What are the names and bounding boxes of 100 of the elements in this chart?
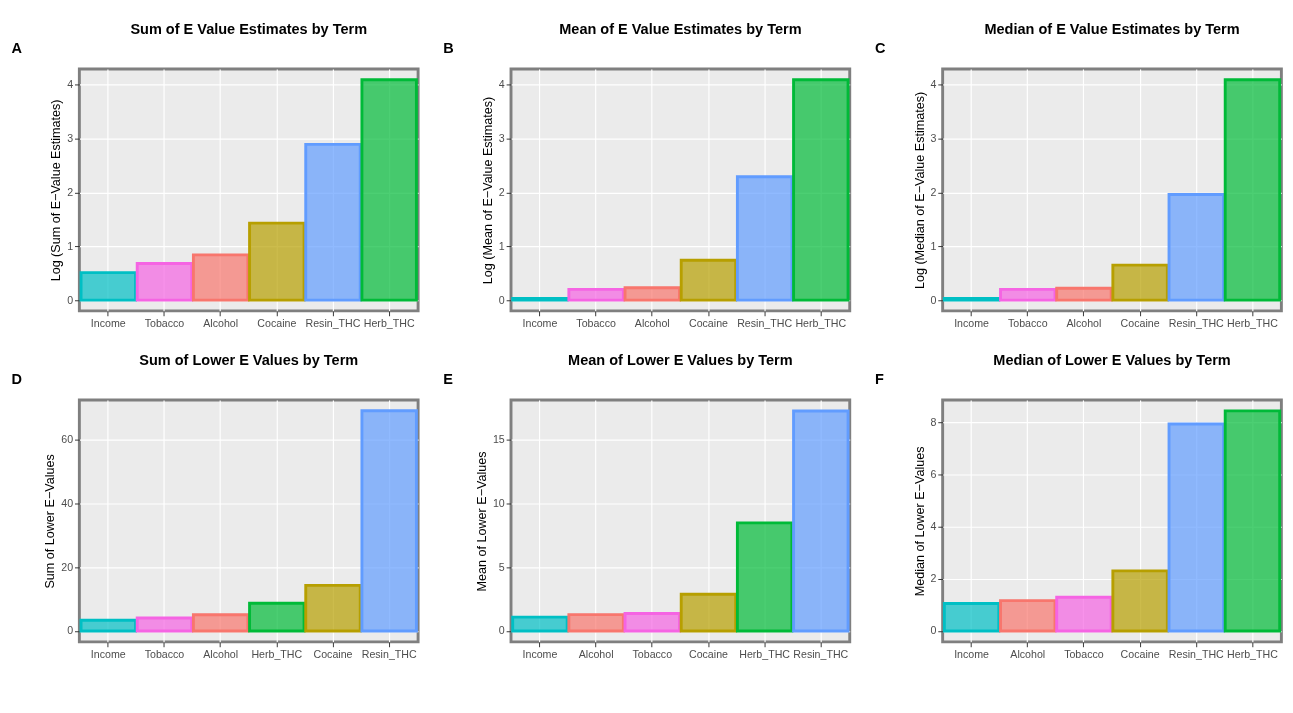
- bar: [248, 601, 306, 633]
- y-tick-label: 3: [498, 131, 505, 144]
- y-tick-label: 2: [930, 185, 937, 198]
- y-tick-label: 60: [61, 432, 74, 445]
- x-tick-label: Alcohol: [634, 316, 670, 329]
- chart-title: Mean of E Value Estimates by Term: [559, 21, 802, 38]
- text: B: [443, 39, 454, 56]
- bar: [679, 592, 738, 633]
- y-tick-label: 15: [492, 432, 505, 445]
- y-tick-label: 2: [930, 572, 937, 585]
- y-tick-label: 8: [930, 415, 937, 428]
- bar: [1223, 409, 1282, 633]
- bar: [79, 618, 137, 633]
- y-axis-title: Log (Mean of E−Value Estimates): [481, 96, 496, 285]
- x-tick-label: Resin_THC: [361, 647, 417, 660]
- x-tick-label: Herb_THC: [251, 647, 303, 660]
- bar: [1167, 422, 1225, 633]
- bar: [135, 616, 194, 633]
- y-tick-label: 2: [67, 185, 74, 198]
- bar: [360, 409, 418, 633]
- bar: [304, 583, 362, 633]
- y-tick-label: 10: [492, 496, 505, 509]
- x-tick-label: Cocaine: [313, 647, 353, 660]
- y-tick-label: 4: [930, 77, 937, 90]
- chart-title: Median of E Value Estimates by Term: [984, 21, 1240, 38]
- bar: [792, 78, 850, 302]
- text: E: [443, 370, 454, 387]
- bar: [735, 521, 794, 633]
- bar: [1167, 193, 1225, 302]
- y-tick-label: 1: [930, 239, 937, 252]
- bar: [135, 262, 194, 302]
- x-tick-label: Cocaine: [1120, 647, 1160, 660]
- text: C: [874, 39, 886, 56]
- y-tick-label: 4: [67, 77, 74, 90]
- bar: [623, 286, 681, 302]
- y-tick-label: 0: [67, 293, 74, 306]
- bar: [79, 271, 137, 302]
- y-tick-label: 0: [498, 624, 505, 637]
- x-tick-label: Herb_THC: [739, 647, 791, 660]
- chart-title: Sum of Lower E Values by Term: [139, 352, 359, 369]
- x-tick-label: Herb_THC: [363, 316, 415, 329]
- text: D: [11, 370, 23, 387]
- x-tick-label: Resin_THC: [305, 316, 361, 329]
- bar: [999, 287, 1057, 302]
- x-tick-label: Income: [522, 316, 558, 329]
- bar: [735, 175, 794, 302]
- x-tick-label: Tobacco: [632, 647, 673, 660]
- x-tick-label: Tobacco: [144, 316, 185, 329]
- x-tick-label: Alcohol: [1010, 647, 1046, 660]
- bar: [360, 78, 418, 302]
- y-tick-label: 1: [67, 239, 74, 252]
- x-tick-label: Herb_THC: [795, 316, 847, 329]
- bar: [248, 221, 306, 302]
- bar: [623, 612, 681, 633]
- y-tick-label: 40: [61, 496, 74, 509]
- bar: [942, 602, 1001, 633]
- y-axis-title: Log (Sum of E−Value Estimates): [49, 99, 64, 282]
- bar: [1055, 286, 1113, 302]
- x-tick-label: Alcohol: [1066, 316, 1102, 329]
- x-tick-label: Tobacco: [1007, 316, 1048, 329]
- bar: [191, 253, 250, 302]
- bar: [511, 615, 569, 633]
- bar: [1111, 569, 1169, 633]
- y-tick-label: 6: [930, 467, 937, 480]
- bar: [1055, 595, 1113, 633]
- x-tick-label: Income: [90, 647, 126, 660]
- chart-title: Sum of E Value Estimates by Term: [130, 21, 368, 38]
- bar: [191, 613, 250, 633]
- y-axis-title: Median of Lower E−Values: [912, 446, 927, 597]
- x-tick-label: Income: [954, 316, 990, 329]
- bar: [567, 613, 625, 633]
- x-tick-label: Alcohol: [203, 316, 239, 329]
- bar: [792, 409, 850, 633]
- x-tick-label: Tobacco: [576, 316, 616, 329]
- x-tick-label: Resin_THC: [1168, 316, 1225, 329]
- x-tick-label: Cocaine: [257, 316, 297, 329]
- y-axis-title: Mean of Lower E−Values: [475, 451, 490, 592]
- x-tick-label: Herb_THC: [1227, 647, 1279, 660]
- chart-title: Mean of Lower E Values by Term: [568, 352, 793, 369]
- x-tick-label: Alcohol: [203, 647, 239, 660]
- bar: [999, 599, 1057, 633]
- x-tick-label: Alcohol: [578, 647, 614, 660]
- y-tick-label: 0: [498, 293, 505, 306]
- y-tick-label: 1: [498, 239, 505, 252]
- x-tick-label: Tobacco: [144, 647, 185, 660]
- x-tick-label: Herb_THC: [1227, 316, 1279, 329]
- bar: [1223, 78, 1282, 302]
- x-tick-label: Resin_THC: [737, 316, 793, 329]
- x-tick-label: Cocaine: [688, 647, 729, 660]
- bar: [1111, 263, 1169, 302]
- x-tick-label: Income: [522, 647, 558, 660]
- bar: [567, 287, 625, 302]
- x-tick-label: Income: [954, 647, 990, 660]
- y-axis-title: Log (Median of E−Value Estimates): [912, 91, 927, 290]
- x-tick-label: Tobacco: [1064, 647, 1104, 660]
- x-tick-label: Resin_THC: [1168, 647, 1225, 660]
- bar: [304, 142, 362, 302]
- y-tick-label: 4: [930, 519, 937, 532]
- text: A: [11, 39, 23, 56]
- y-tick-label: 0: [930, 293, 937, 306]
